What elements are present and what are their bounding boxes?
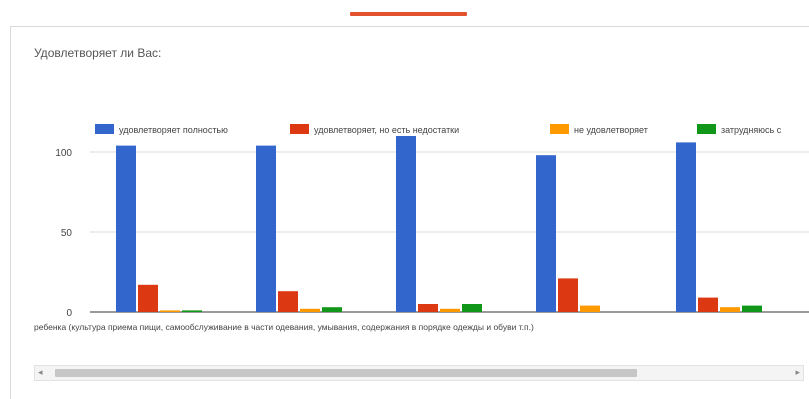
legend-swatch (697, 124, 716, 134)
legend-label: не удовлетворяет (574, 125, 648, 135)
bar-1-group-1 (116, 145, 136, 312)
legend-swatch (95, 124, 114, 134)
bar-1-group-4 (536, 155, 556, 312)
horizontal-scrollbar[interactable]: ◂ ▸ (34, 365, 804, 381)
bar-2-group-5 (698, 297, 718, 312)
legend-label: затрудняюсь с (721, 125, 782, 135)
active-tab-indicator (350, 12, 467, 16)
legend-label: удовлетворяет полностью (119, 125, 228, 135)
bar-4-group-3 (462, 304, 482, 312)
y-tick-label: 50 (61, 228, 73, 239)
legend-label: удовлетворяет, но есть недостатки (314, 125, 459, 135)
chart-legend: удовлетворяет полностью удовлетворяет, но… (95, 124, 782, 135)
bar-1-group-2 (256, 145, 276, 312)
y-tick-label: 100 (55, 148, 72, 159)
question-title: Удовлетворяет ли Вас: (34, 46, 162, 60)
bar-4-group-1 (182, 310, 202, 312)
scrollbar-thumb[interactable] (55, 369, 637, 377)
bar-2-group-1 (138, 284, 158, 312)
bar-3-group-2 (300, 308, 320, 312)
bar-4-group-5 (742, 305, 762, 312)
bar-3-group-3 (440, 308, 460, 312)
category-axis-label: ребенка (культура приема пищи, самообслу… (34, 322, 534, 332)
bar-1-group-5 (676, 142, 696, 312)
scroll-left-arrow-icon[interactable]: ◂ (38, 367, 43, 377)
scroll-right-arrow-icon[interactable]: ▸ (795, 367, 800, 377)
chart-y-axis: 0 50 100 (55, 148, 72, 319)
legend-swatch (550, 124, 569, 134)
bar-4-group-2 (322, 307, 342, 312)
bar-2-group-3 (418, 304, 438, 312)
bar-3-group-4 (580, 305, 600, 312)
bar-1-group-3 (396, 136, 416, 312)
legend-swatch (290, 124, 309, 134)
chart-gridlines (90, 151, 809, 313)
bar-2-group-2 (278, 291, 298, 312)
bar-2-group-4 (558, 278, 578, 312)
chart-bars (116, 136, 762, 312)
bar-3-group-1 (160, 310, 180, 312)
bar-3-group-5 (720, 307, 740, 312)
y-tick-label: 0 (66, 308, 72, 319)
